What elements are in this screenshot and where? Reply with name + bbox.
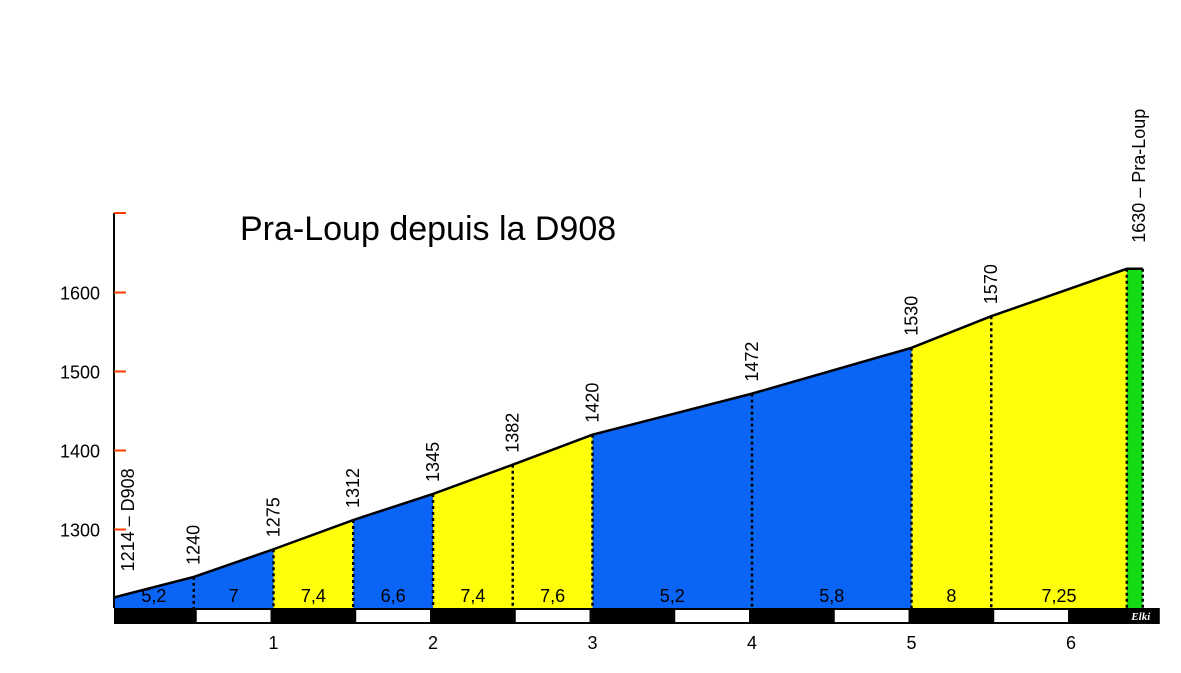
gradient-labels: 5,2 7 7,4 6,6 7,4 7,6 5,2 5,8 8 7,25 (141, 586, 1076, 606)
elevation-label: 1472 (742, 342, 762, 382)
y-tick-label: 1600 (60, 284, 100, 304)
segment-dividers (192, 268, 1145, 608)
km-band-white-block (834, 610, 909, 622)
gradient-label: 5,8 (819, 586, 844, 606)
segment-area (592, 393, 752, 608)
y-axis: 1300 1400 1500 1600 (60, 212, 126, 608)
gradient-label: 5,2 (660, 586, 685, 606)
segment-area (353, 493, 433, 608)
segment-area (193, 549, 274, 608)
x-tick-label: 1 (268, 633, 278, 653)
x-axis: 1 2 3 4 5 6 (268, 633, 1076, 653)
elevation-label: 1312 (343, 468, 363, 508)
gradient-label: 7,4 (460, 586, 485, 606)
profile-line-group (113, 267, 1143, 599)
segment-area (991, 268, 1127, 608)
y-tick-label: 1300 (60, 521, 100, 541)
elevation-label: 1530 (902, 296, 922, 336)
gradient-label: 7 (229, 586, 239, 606)
y-tick-label: 1500 (60, 363, 100, 383)
km-band-white-block (994, 610, 1068, 622)
elevation-label: 1240 (184, 525, 204, 565)
author-signature: Elki (1130, 611, 1151, 623)
elevation-labels: 1214 – D908 1240 1275 1312 1345 1382 1420 1472 1… (118, 109, 1149, 572)
km-scale-band: Elki (114, 608, 1160, 624)
elevation-label: 1570 (981, 264, 1001, 304)
elevation-label: 1420 (583, 383, 603, 423)
x-tick-label: 5 (906, 633, 916, 653)
km-band-white-block (515, 610, 590, 622)
elevation-label: 1275 (264, 497, 284, 537)
elevation-label: 1630 – Pra-Loup (1129, 109, 1149, 243)
km-band-white-block (356, 610, 430, 622)
x-tick-label: 3 (587, 633, 597, 653)
y-tick-label: 1400 (60, 442, 100, 462)
segment-area (1126, 268, 1143, 608)
x-tick-label: 4 (747, 633, 757, 653)
x-tick-label: 6 (1066, 633, 1076, 653)
gradient-label: 5,2 (141, 586, 166, 606)
segment-area (433, 464, 513, 608)
segment-area (752, 347, 912, 608)
profile-line (113, 267, 1143, 599)
gradient-label: 6,6 (381, 586, 406, 606)
chart-title: Pra-Loup depuis la D908 (240, 210, 616, 248)
gradient-label: 7,4 (301, 586, 326, 606)
elevation-label: 1345 (423, 442, 443, 482)
km-band-white-block (196, 610, 271, 622)
gradient-label: 8 (946, 586, 956, 606)
x-tick-label: 2 (428, 633, 438, 653)
profile-areas (114, 268, 1143, 608)
gradient-label: 7,6 (540, 586, 565, 606)
km-band-white-block (675, 610, 749, 622)
elevation-label: 1382 (503, 413, 523, 453)
segment-area (114, 576, 194, 608)
segment-area (512, 434, 593, 608)
gradient-label: 7,25 (1042, 586, 1077, 606)
segment-area (911, 316, 992, 608)
elevation-label: 1214 – D908 (118, 468, 138, 571)
